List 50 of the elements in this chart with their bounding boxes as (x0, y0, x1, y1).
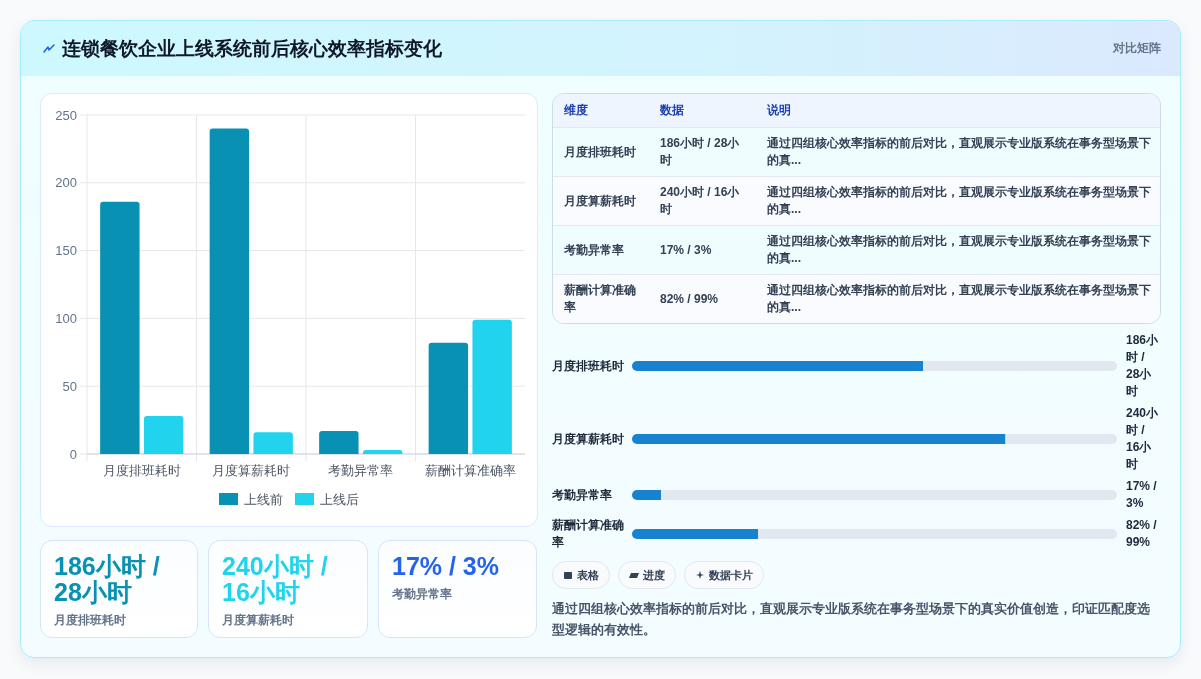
text: 17% / 3% (392, 552, 500, 580)
bar (143, 416, 184, 454)
x-tick-label: 月度排班耗时 (102, 463, 181, 478)
text: 数据 (649, 94, 756, 127)
text: 通过四组核心效率指标的前后对比，直观展示专业版系统在事务型场景下的真... (756, 127, 1160, 176)
bar (209, 128, 250, 454)
text: 连锁餐饮企业上线系统前后核心效率指标变化 (62, 37, 442, 61)
text: 186小时 / 28小时 (649, 127, 756, 176)
text: 17% / 3% (649, 225, 756, 274)
x-tick-label: 考勤异常率 (328, 463, 394, 478)
y-tick-label: 250 (55, 107, 77, 123)
x-tick-label: 薪酬计算准确率 (424, 463, 516, 478)
text: 186小时 / 28小时 (1126, 332, 1160, 400)
y-tick-label: 50 (62, 378, 77, 394)
y-tick-label: 月度排班耗时 (552, 357, 625, 375)
text: 对比矩阵 (1113, 40, 1161, 56)
text: 通过四组核心效率指标的前后对比，直观展示专业版系统在事务型场景下的真... (756, 176, 1160, 225)
legend-label: 上线前 (244, 491, 283, 507)
text: 数据卡片 (709, 567, 753, 583)
y-tick-label: 考勤异常率 (552, 486, 613, 504)
text: 进度 (643, 567, 665, 583)
y-tick-label: 100 (55, 310, 77, 326)
text: 通过四组核心效率指标的前后对比，直观展示专业版系统在事务型场景下的真实价值创造，印证匹配度选型逻辑的有效性。 (552, 600, 1151, 639)
bar (428, 342, 469, 454)
text: 月度算薪耗时 (222, 612, 294, 628)
text: 说明 (756, 94, 1160, 127)
text: 240小时 / 16小时 (222, 552, 329, 606)
text: 表格 (577, 567, 599, 583)
text: 186小时 / 28小时 (54, 552, 161, 606)
text: 维度 (553, 94, 649, 127)
text: 240小时 / 16小时 (1126, 405, 1160, 473)
bar (362, 449, 403, 454)
legend-label: 上线后 (320, 491, 359, 507)
text: 通过四组核心效率指标的前后对比，直观展示专业版系统在事务型场景下的真... (756, 274, 1160, 323)
bar (253, 432, 293, 454)
text: 考勤异常率 (392, 586, 452, 602)
text: 82% / 99% (1126, 517, 1158, 551)
bar (472, 319, 512, 454)
bar (100, 201, 140, 454)
text: 240小时 / 16小时 (649, 176, 756, 225)
y-tick-label: 200 (55, 175, 77, 191)
y-tick-label: 0 (69, 446, 77, 462)
text: 通过四组核心效率指标的前后对比，直观展示专业版系统在事务型场景下的真... (756, 225, 1160, 274)
y-tick-label: 150 (55, 243, 77, 259)
text: 17% / 3% (1126, 478, 1158, 512)
x-tick-label: 月度算薪耗时 (212, 463, 291, 478)
text: 82% / 99% (649, 274, 756, 323)
bar (319, 430, 359, 454)
y-tick-label: 月度算薪耗时 (552, 430, 625, 448)
y-tick-label: 薪酬计算准确率 (552, 517, 625, 551)
